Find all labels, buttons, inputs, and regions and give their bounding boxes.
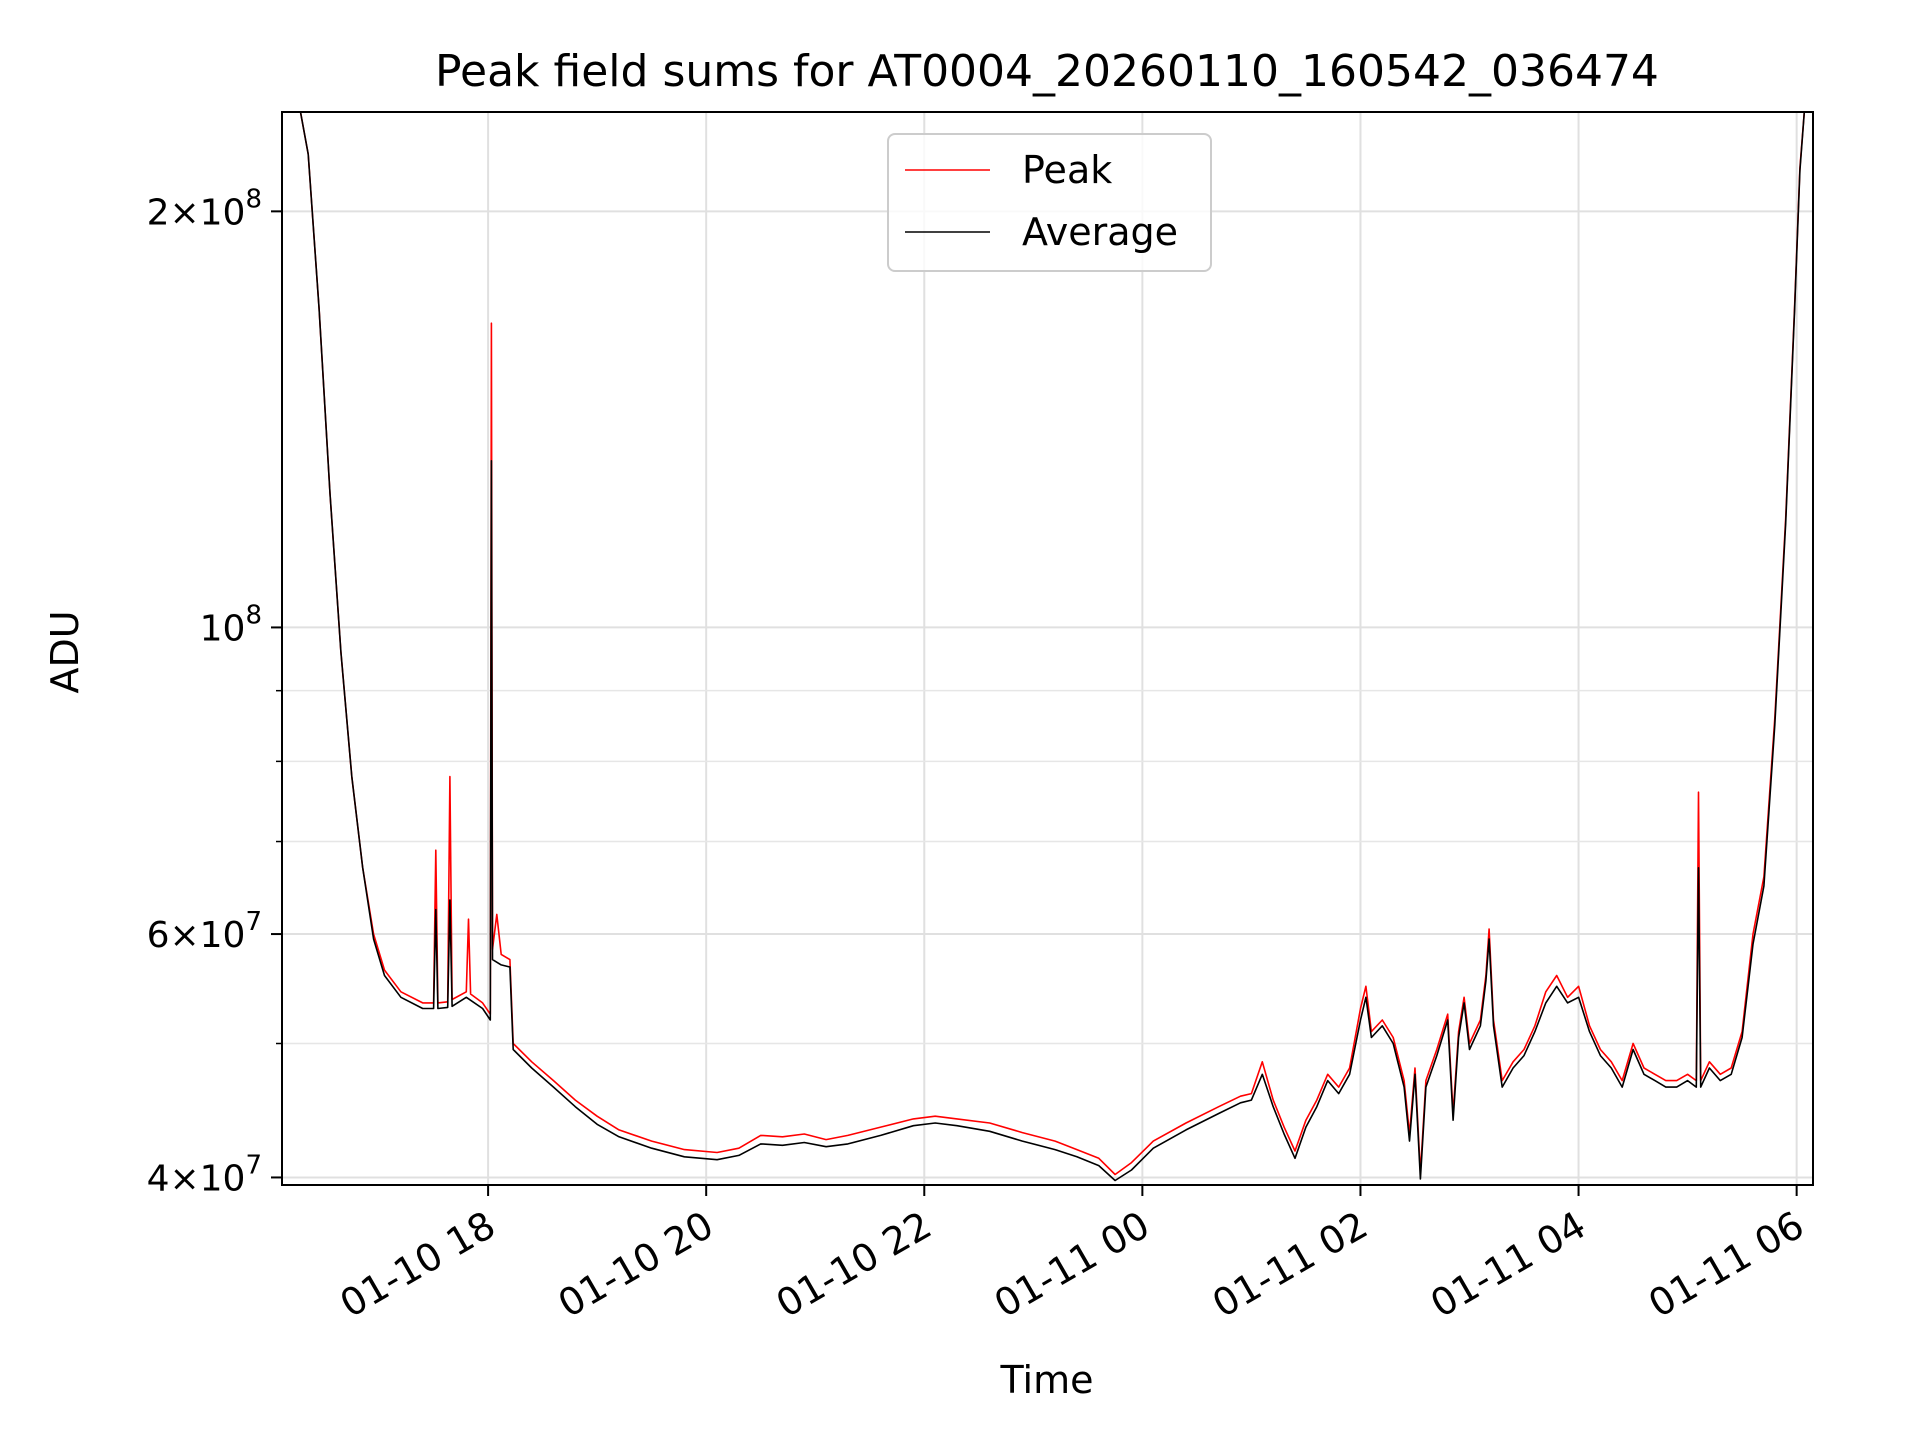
plot-frame: [281, 111, 1814, 1186]
legend-peak-label: Peak: [1022, 148, 1112, 192]
y-axis-label: ADU: [43, 610, 87, 693]
legend-average-label: Average: [1022, 210, 1178, 254]
y-tick-label: 2×108: [147, 184, 262, 233]
series-line-peak: [282, 112, 1813, 1176]
y-tick-label: 4×107: [147, 1150, 262, 1199]
x-axis-label: Time: [1000, 1358, 1094, 1402]
chart-title: Peak field sums for AT0004_20260110_1605…: [435, 46, 1659, 97]
y-axis: 4×107 6×107 108 2×108: [147, 184, 282, 1199]
legend-box: [887, 133, 1212, 272]
legend: Peak Average: [887, 133, 1212, 272]
y-tick-label: 108: [200, 600, 262, 649]
series-group: [282, 112, 1813, 1182]
y-tick-label: 6×107: [147, 907, 262, 956]
series-line-average: [282, 112, 1813, 1182]
